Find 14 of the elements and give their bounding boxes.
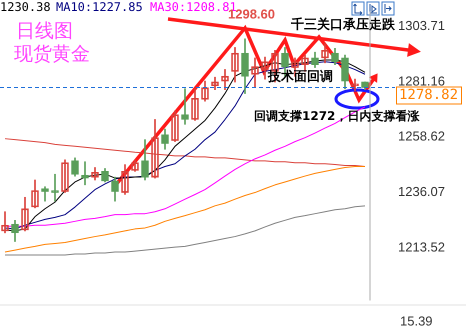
annotation: 1230.38	[0, 0, 51, 14]
text: 15.39	[400, 314, 433, 329]
y-tick-label: 1281.16	[398, 73, 445, 88]
y-tick-label: 1303.71	[398, 18, 445, 33]
annotation: 现货黄金	[14, 42, 90, 65]
ref-line-label: 1278.82	[399, 87, 458, 104]
annotation: 回调支撑1272，日内支撑看涨	[254, 109, 420, 124]
annotation: 日线图	[16, 20, 73, 42]
y-tick-label: 1258.62	[398, 128, 445, 144]
y-tick-label: 1213.52	[398, 240, 445, 255]
y-tick-label: 1236.07	[398, 184, 445, 200]
annotation: MA10:1227.85	[56, 0, 143, 14]
annotation: 千三关口承压走跌	[290, 16, 396, 32]
candlestick	[51, 174, 59, 202]
